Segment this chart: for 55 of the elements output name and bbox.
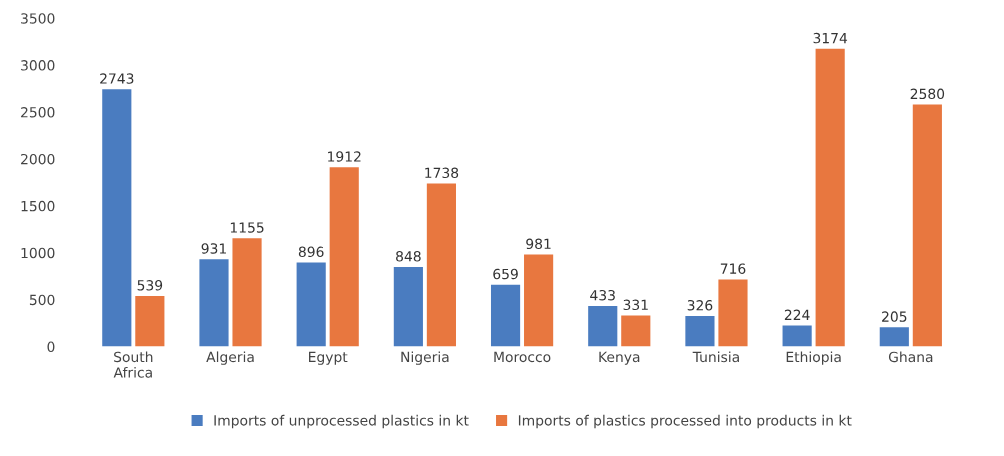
y-tick-label: 0 bbox=[47, 341, 55, 353]
x-tick-label: Kenya bbox=[599, 351, 640, 365]
data-label: 848 bbox=[396, 251, 421, 262]
y-tick-label: 1000 bbox=[21, 247, 55, 259]
x-tick-label: Tunisia bbox=[692, 351, 739, 363]
bar bbox=[490, 284, 521, 347]
bar bbox=[426, 183, 456, 347]
data-label: 205 bbox=[882, 311, 907, 322]
y-tick-label: 2500 bbox=[21, 107, 55, 118]
data-label: 224 bbox=[784, 309, 810, 320]
bar bbox=[815, 48, 845, 347]
bar bbox=[912, 104, 942, 347]
data-label: 2743 bbox=[100, 73, 134, 84]
y-tick-label: 2000 bbox=[21, 153, 55, 165]
data-label: 331 bbox=[623, 299, 648, 311]
data-label: 931 bbox=[201, 243, 226, 254]
x-tick-label: Ghana bbox=[888, 351, 933, 363]
data-label: 2580 bbox=[910, 88, 945, 100]
x-tick-label: Ethiopia bbox=[786, 351, 841, 365]
y-tick-label: 3500 bbox=[21, 13, 55, 24]
bar bbox=[621, 315, 651, 347]
bar bbox=[135, 296, 165, 347]
data-label: 896 bbox=[298, 246, 324, 258]
bar bbox=[524, 254, 554, 347]
y-tick-label: 500 bbox=[29, 294, 55, 306]
data-label: 1738 bbox=[425, 167, 459, 179]
data-label: 326 bbox=[687, 300, 713, 311]
bar bbox=[879, 327, 909, 347]
x-tick-label: Egypt bbox=[309, 351, 348, 365]
y-tick-label: 1500 bbox=[21, 200, 55, 212]
x-tick-label: Algeria bbox=[206, 351, 254, 365]
bar bbox=[782, 325, 812, 347]
bar bbox=[296, 262, 326, 347]
x-tick-label: South Africa bbox=[113, 351, 153, 378]
x-tick-label: Morocco bbox=[494, 351, 551, 363]
data-label: 3174 bbox=[813, 32, 848, 44]
data-label: 539 bbox=[137, 280, 163, 291]
bar bbox=[718, 279, 748, 347]
bar bbox=[232, 238, 262, 347]
x-tick-label: Nigeria bbox=[401, 351, 449, 365]
y-tick-label: 3000 bbox=[21, 60, 55, 71]
bar bbox=[199, 259, 229, 347]
data-label: 433 bbox=[590, 289, 615, 301]
legend-label: Imports of unprocessed plastics in kt bbox=[214, 414, 469, 429]
bar bbox=[329, 167, 359, 347]
data-label: 1155 bbox=[230, 222, 264, 233]
data-label: 981 bbox=[526, 238, 551, 250]
bar bbox=[588, 305, 618, 347]
data-label: 1912 bbox=[328, 151, 361, 162]
data-label: 659 bbox=[493, 268, 518, 280]
bar bbox=[685, 315, 715, 347]
data-label: 716 bbox=[720, 263, 746, 274]
legend-label: Imports of plastics processed into products in kt bbox=[518, 414, 852, 429]
bar bbox=[393, 267, 423, 347]
bar bbox=[102, 89, 132, 347]
